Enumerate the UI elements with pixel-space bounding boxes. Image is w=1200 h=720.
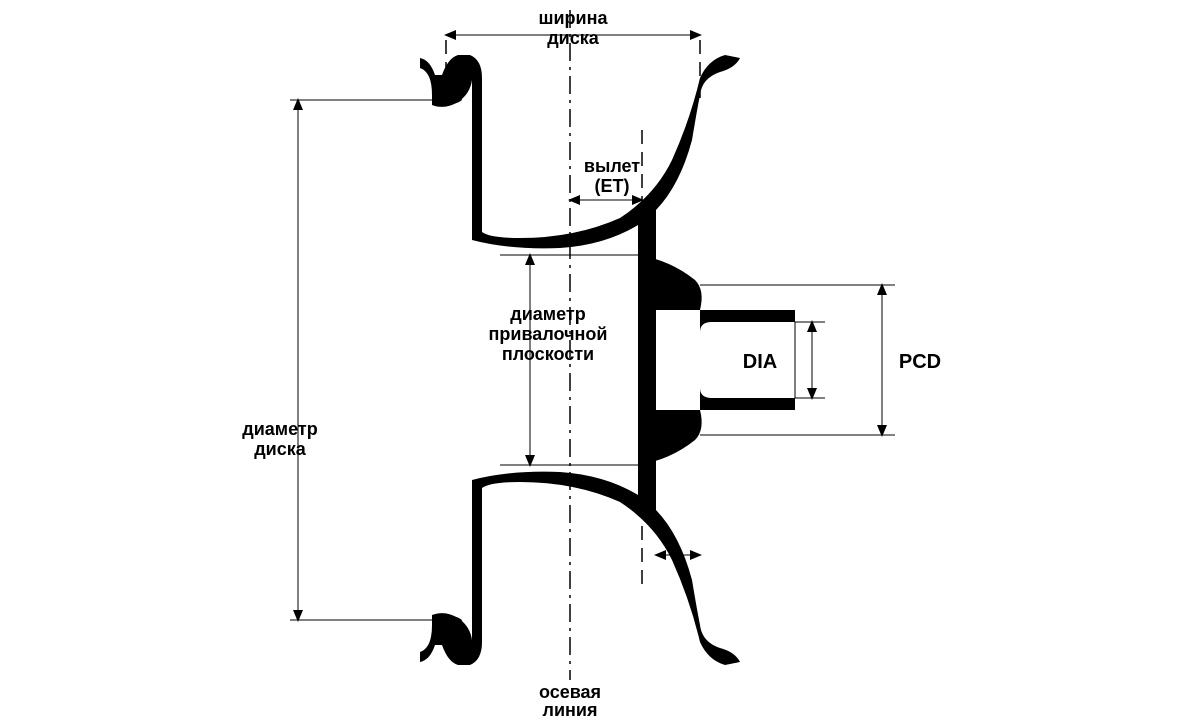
- label-axis-l2: линия: [543, 700, 598, 720]
- label-width-l2: диска: [547, 28, 600, 48]
- rim-lower-silhouette: [420, 330, 740, 665]
- label-diameter-l2: диска: [254, 439, 307, 459]
- label-dia: DIA: [743, 351, 777, 373]
- label-axis-l1: осевая: [539, 682, 601, 702]
- wheel-diagram: ширина диска вылет (ET) диаметр привалоч…: [0, 0, 1200, 720]
- dim-dia: [795, 322, 825, 398]
- label-diameter-l1: диаметр: [242, 419, 317, 439]
- label-mounting-l1: диаметр: [510, 304, 585, 324]
- label-offset-l2: (ET): [595, 176, 630, 196]
- label-pcd: PCD: [899, 351, 941, 373]
- label-mounting-l3: плоскости: [502, 344, 594, 364]
- label-width-l1: ширина: [538, 8, 608, 28]
- dim-pcd: [700, 285, 895, 435]
- label-mounting-l2: привалочной: [489, 324, 608, 344]
- label-offset-l1: вылет: [584, 156, 640, 176]
- dim-rim-diameter: [290, 100, 438, 620]
